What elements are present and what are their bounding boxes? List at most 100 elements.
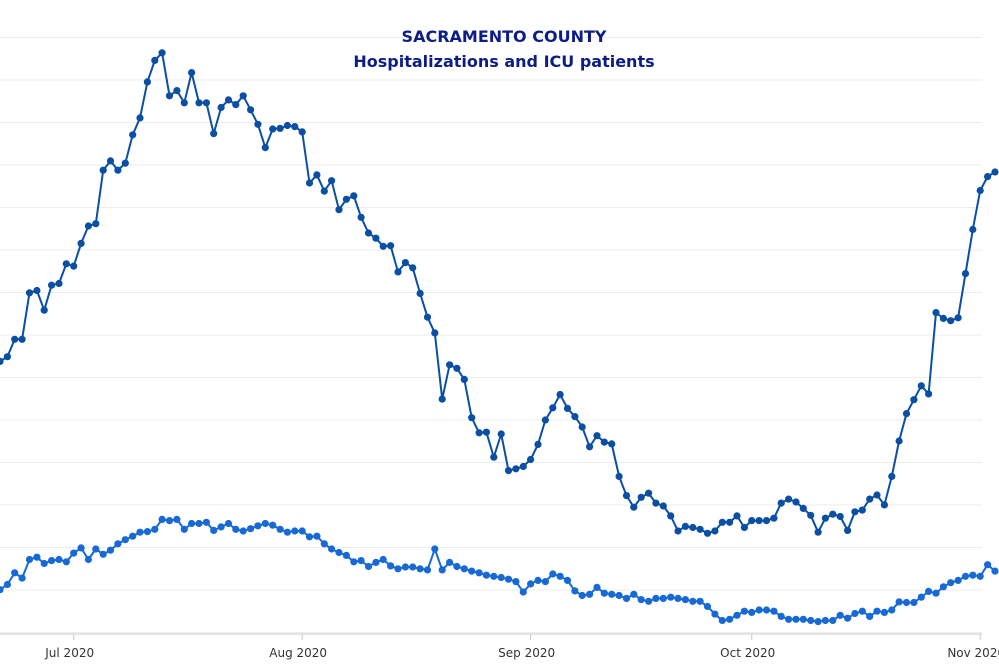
data-point — [335, 548, 343, 557]
data-point — [821, 616, 830, 625]
data-point — [917, 382, 925, 390]
data-point — [99, 550, 107, 558]
data-point — [519, 462, 527, 471]
data-point — [121, 159, 129, 167]
data-point — [615, 472, 623, 480]
data-point — [70, 549, 78, 557]
data-point — [873, 607, 881, 615]
data-point — [350, 558, 358, 566]
data-point — [114, 540, 122, 548]
data-point — [674, 594, 682, 603]
data-point — [165, 517, 174, 525]
data-point — [637, 596, 645, 604]
data-point — [121, 536, 129, 544]
data-point — [910, 598, 918, 607]
data-point — [674, 527, 682, 535]
data-point — [84, 555, 92, 564]
data-point — [328, 545, 336, 553]
data-point — [129, 131, 137, 139]
data-point — [696, 525, 704, 533]
data-point — [77, 544, 85, 552]
data-point — [733, 512, 741, 520]
data-point — [556, 572, 564, 580]
data-point — [873, 491, 881, 499]
data-point — [151, 56, 159, 64]
data-point — [902, 410, 911, 418]
data-point — [202, 518, 210, 526]
data-point — [92, 545, 100, 553]
data-point — [961, 572, 970, 580]
data-point — [136, 528, 144, 536]
data-point — [740, 607, 749, 615]
data-point — [364, 562, 373, 571]
data-point — [261, 519, 269, 528]
data-point — [652, 594, 660, 603]
data-point — [630, 503, 638, 511]
data-point — [210, 130, 218, 138]
data-point — [423, 313, 432, 321]
data-point — [984, 561, 992, 569]
data-point — [748, 517, 756, 525]
data-point — [947, 579, 955, 587]
data-point — [667, 512, 675, 520]
data-point — [298, 527, 306, 535]
data-point — [976, 572, 984, 580]
data-point — [350, 192, 358, 200]
data-point — [954, 576, 962, 585]
data-point — [541, 416, 550, 424]
data-point — [888, 472, 896, 480]
data-point — [578, 423, 586, 431]
data-point — [762, 517, 771, 525]
data-point — [925, 587, 933, 596]
data-point — [711, 610, 719, 618]
data-point — [681, 596, 690, 604]
data-point — [62, 558, 70, 566]
data-point — [563, 576, 572, 585]
data-point — [247, 525, 255, 533]
data-point — [482, 571, 490, 579]
data-point — [586, 443, 594, 451]
data-point — [556, 390, 564, 399]
data-point — [718, 616, 726, 625]
data-point — [497, 430, 505, 438]
data-point — [224, 519, 233, 528]
data-point — [298, 128, 306, 136]
data-point — [313, 171, 321, 179]
data-point — [586, 590, 594, 598]
data-point — [762, 606, 771, 614]
data-point — [62, 260, 70, 268]
data-point — [534, 576, 542, 585]
data-point — [305, 179, 314, 187]
data-point — [305, 533, 314, 541]
series-line — [0, 518, 996, 623]
data-point — [991, 567, 999, 575]
data-point — [821, 514, 830, 522]
data-point — [3, 353, 11, 361]
data-point — [961, 270, 970, 278]
data-point — [11, 335, 19, 343]
data-point — [202, 99, 210, 107]
data-point — [578, 591, 586, 600]
data-point — [895, 437, 903, 445]
data-point — [460, 565, 468, 573]
data-point — [84, 222, 92, 230]
data-point — [342, 551, 350, 560]
data-point — [593, 432, 601, 440]
data-point — [740, 523, 749, 532]
data-point — [55, 555, 63, 564]
data-point — [254, 120, 262, 128]
data-point — [446, 361, 454, 369]
data-point — [482, 428, 490, 436]
data-point — [976, 186, 984, 195]
data-point — [313, 532, 321, 540]
data-point — [232, 101, 240, 109]
data-point — [276, 525, 284, 533]
data-point — [799, 615, 807, 623]
data-point — [497, 573, 505, 582]
data-point — [947, 317, 955, 325]
data-point — [468, 414, 476, 422]
x-tick-label: Nov 2020 — [947, 646, 999, 660]
data-point — [165, 92, 174, 100]
data-point — [40, 559, 48, 568]
data-point — [364, 229, 373, 237]
